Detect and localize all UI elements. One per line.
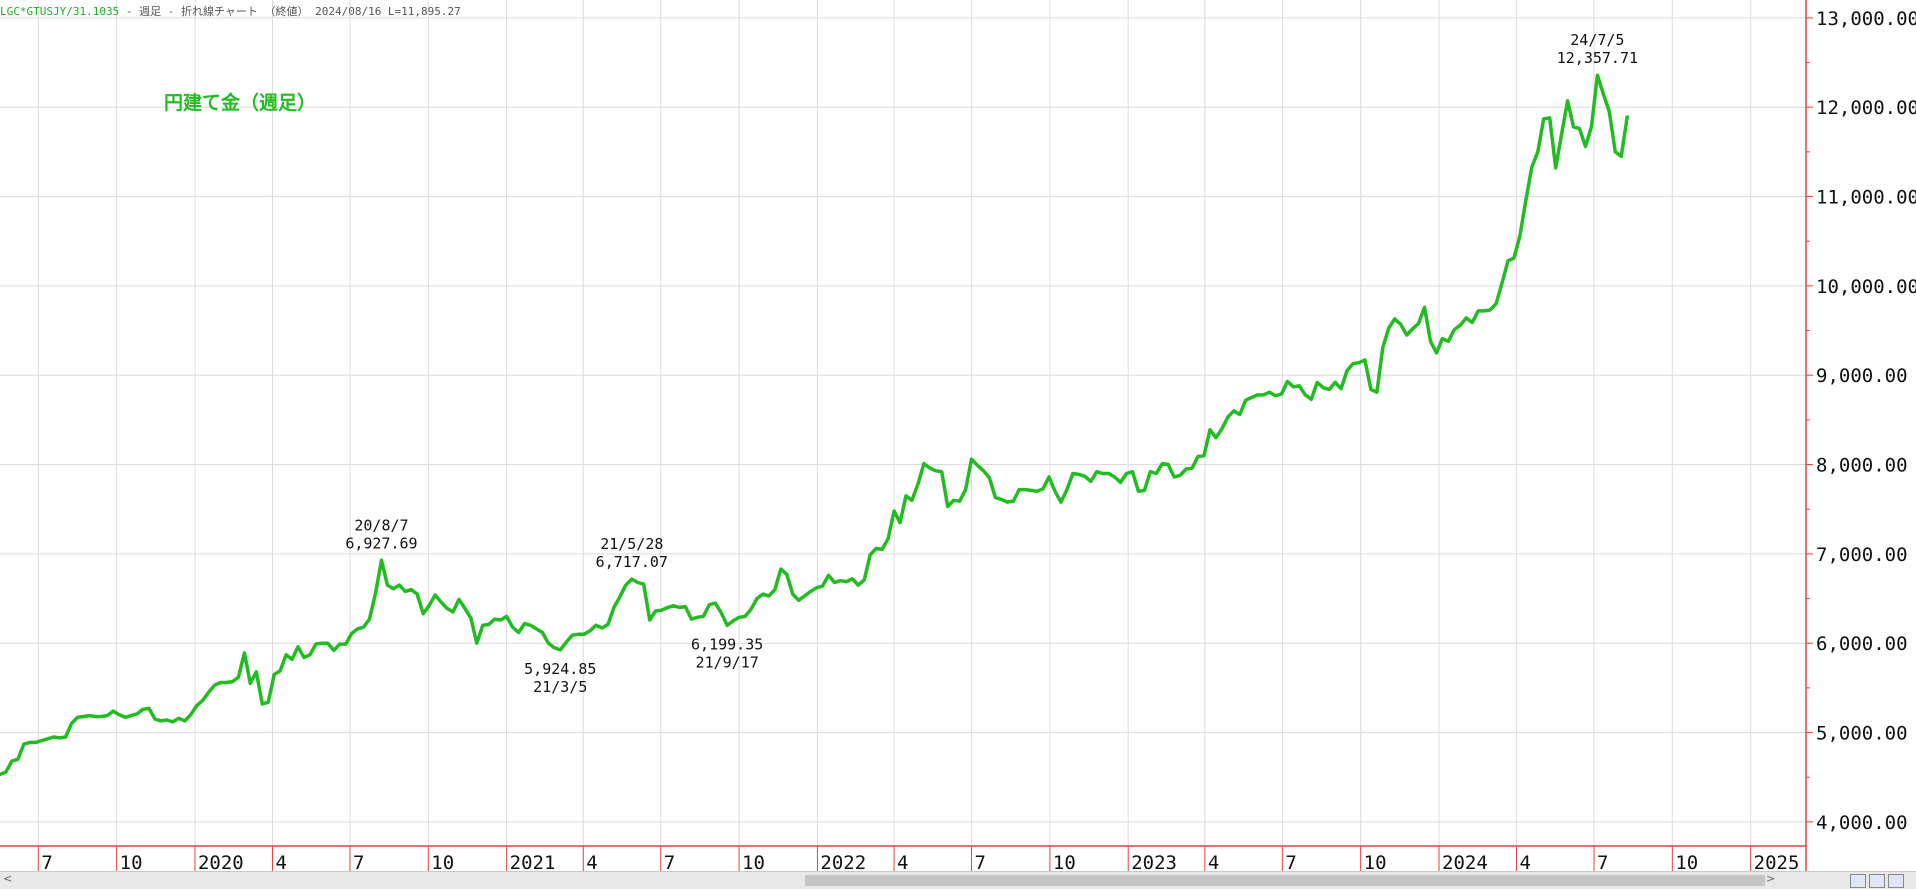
x-tick-label: 2024 bbox=[1442, 852, 1488, 871]
annotation-label: 20/8/7 bbox=[354, 516, 408, 534]
chart-title: 円建て金（週足） bbox=[164, 92, 317, 114]
series-layer bbox=[0, 73, 1629, 777]
x-tick-label: 4 bbox=[1208, 852, 1219, 871]
x-tick-label: 7 bbox=[664, 852, 675, 871]
x-tick-label: 10 bbox=[742, 852, 765, 871]
x-tick-label: 7 bbox=[975, 852, 986, 871]
x-tick-label: 10 bbox=[1364, 852, 1387, 871]
x-tick-label: 7 bbox=[353, 852, 364, 871]
annotation-label: 6,717.07 bbox=[596, 553, 668, 571]
annotation-label: 21/9/17 bbox=[696, 653, 759, 671]
x-tick-label: 10 bbox=[431, 852, 454, 871]
grid-lines bbox=[0, 0, 1806, 846]
zoom-out-icon[interactable] bbox=[1850, 874, 1866, 888]
annotation-label: 21/5/28 bbox=[600, 535, 663, 553]
y-tick-label: 9,000.00 bbox=[1816, 365, 1908, 387]
y-tick-label: 11,000.00 bbox=[1816, 187, 1916, 209]
y-tick-label: 7,000.00 bbox=[1816, 544, 1908, 566]
x-tick-label: 2023 bbox=[1131, 852, 1177, 871]
instrument-code: LGC*GTUSJY/31.1035 bbox=[0, 5, 120, 18]
scroll-left-arrow-icon[interactable]: < bbox=[3, 872, 13, 885]
y-tick-label: 5,000.00 bbox=[1816, 723, 1908, 745]
x-tick-label: 7 bbox=[1597, 852, 1608, 871]
x-axis-ticks: 7 10 2020 4 7 10 2021 4 7 10 2022 4 7 10 2023 4 7 10 2024 4… bbox=[41, 852, 1799, 871]
x-tick-label: 2025 bbox=[1754, 852, 1800, 871]
x-tick-label: 7 bbox=[1285, 852, 1296, 871]
annotation-label: 21/3/5 bbox=[533, 678, 587, 696]
chart-header: LGC*GTUSJY/31.1035 - 週足 - 折れ線チャート （終値） 2… bbox=[0, 3, 461, 19]
x-tick-label: 10 bbox=[1053, 852, 1076, 871]
annotation-label: 12,357.71 bbox=[1557, 49, 1638, 67]
scroll-right-arrow-icon[interactable]: > bbox=[1766, 872, 1776, 885]
axes bbox=[0, 0, 1813, 871]
zoom-controls bbox=[1850, 874, 1904, 888]
x-tick-label: 7 bbox=[41, 852, 52, 871]
annotation-label: 24/7/5 bbox=[1570, 31, 1624, 49]
x-tick-label: 10 bbox=[120, 852, 143, 871]
zoom-fit-icon[interactable] bbox=[1888, 874, 1904, 888]
x-tick-label: 4 bbox=[586, 852, 597, 871]
annotation-label: 6,927.69 bbox=[345, 534, 417, 552]
annotation-label: 5,924.85 bbox=[524, 660, 596, 678]
x-tick-label: 4 bbox=[275, 852, 286, 871]
annotation-label: 6,199.35 bbox=[691, 635, 763, 653]
x-tick-label: 2021 bbox=[510, 852, 556, 871]
x-tick-label: 4 bbox=[1519, 852, 1530, 871]
zoom-in-icon[interactable] bbox=[1869, 874, 1885, 888]
y-tick-label: 8,000.00 bbox=[1816, 455, 1908, 477]
y-axis-ticks: 4,000.00 5,000.00 6,000.00 7,000.00 8,000.00… bbox=[1816, 8, 1916, 834]
scroll-thumb[interactable] bbox=[805, 875, 1765, 886]
x-tick-label: 10 bbox=[1675, 852, 1698, 871]
horizontal-scrollbar[interactable]: < > bbox=[0, 871, 1916, 889]
y-tick-label: 6,000.00 bbox=[1816, 633, 1908, 655]
y-tick-label: 4,000.00 bbox=[1816, 812, 1908, 834]
y-tick-label: 12,000.00 bbox=[1816, 97, 1916, 119]
x-tick-label: 4 bbox=[897, 852, 908, 871]
x-tick-label: 2022 bbox=[820, 852, 866, 871]
y-tick-label: 10,000.00 bbox=[1816, 276, 1916, 298]
y-tick-label: 13,000.00 bbox=[1816, 8, 1916, 30]
header-info: - 週足 - 折れ線チャート （終値） 2024/08/16 L=11,895.… bbox=[119, 5, 461, 18]
x-tick-label: 2020 bbox=[198, 852, 244, 871]
series-line bbox=[0, 73, 1629, 777]
